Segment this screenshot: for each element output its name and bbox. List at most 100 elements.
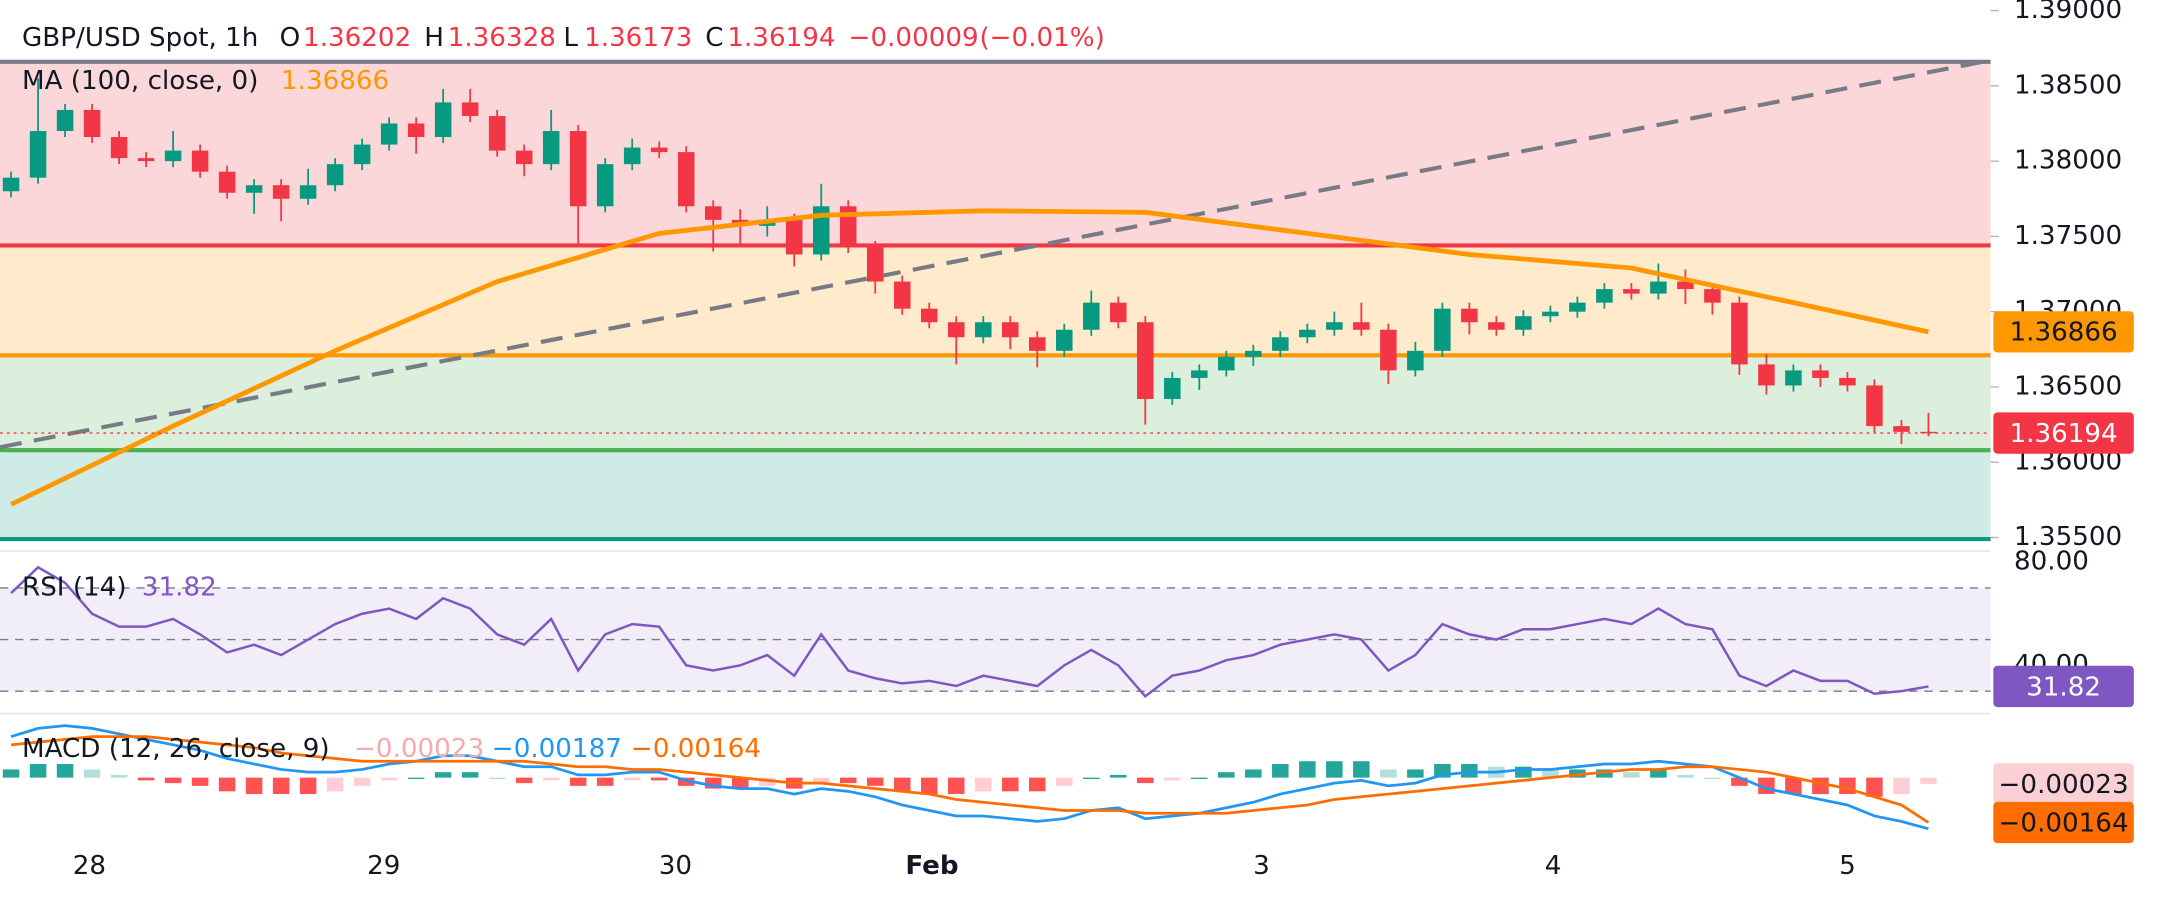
ma-line [10, 208, 1929, 507]
macd-histogram-bar [1677, 774, 1694, 778]
macd-histogram-bar [353, 777, 371, 786]
zone [0, 355, 1991, 451]
candle-body [650, 147, 668, 153]
candle-body [2, 177, 20, 192]
candle-body [1515, 316, 1532, 330]
candle-body [569, 131, 587, 207]
candle-body [1218, 356, 1235, 371]
macd-histogram-bar [164, 777, 182, 784]
candle-body [1704, 289, 1721, 303]
candle-body [1110, 302, 1127, 323]
macd-histogram-bar [29, 763, 47, 778]
candle-body [326, 164, 344, 186]
macd-histogram-bar [1407, 769, 1424, 778]
x-tick-label: 29 [367, 851, 400, 881]
macd-histogram-bar [434, 772, 452, 778]
candle-body [596, 164, 614, 207]
macd-line [10, 724, 1929, 831]
y-tick-label: 80.00 [2014, 547, 2089, 577]
axes: 1.355001.360001.365001.370001.375001.380… [73, 0, 2134, 881]
signal-value: −0.00164 [631, 734, 761, 764]
macd-histogram-bar [1893, 777, 1910, 795]
ohlc-value: 1.36202 [303, 23, 411, 53]
macd-histogram-bar [1002, 777, 1019, 792]
macd-histogram-bar [731, 777, 749, 789]
candle-body [1191, 370, 1208, 378]
ma-value: 1.36866 [281, 66, 389, 96]
candle-body [245, 185, 263, 193]
macd-legend: MACD (12, 26, close, 9) [22, 734, 330, 764]
candle-body [1785, 370, 1802, 386]
y-tick-label: 1.38500 [2014, 70, 2122, 100]
macd-histogram-bar [1380, 769, 1397, 778]
candle-body [488, 115, 506, 151]
macd-histogram-bar [542, 777, 560, 781]
ma-legend: MA (100, close, 0) [22, 66, 258, 96]
candle-body [272, 185, 290, 199]
candle-body [947, 322, 965, 338]
candle-body [1002, 322, 1019, 338]
change: −0.00009 [849, 23, 979, 53]
macd-histogram-bar [1650, 769, 1667, 778]
macd-histogram-bar [1164, 777, 1181, 781]
macd-histogram-bar [137, 777, 155, 781]
chart-title: GBP/USD Spot, 1h [22, 23, 258, 53]
ohlc-label: C [705, 23, 723, 53]
ma-badge-label: 1.36866 [2009, 318, 2117, 348]
candle-body [1434, 308, 1451, 351]
candle-body [920, 308, 938, 323]
ma-badge [1993, 311, 2134, 353]
candle-body [1677, 281, 1694, 290]
candle-body [1812, 370, 1829, 378]
candle-body [1893, 426, 1910, 432]
macd-histogram-bar [650, 777, 668, 781]
candle-body [623, 147, 641, 165]
candle-body [1326, 322, 1343, 330]
macd-histogram-bar [1083, 777, 1100, 780]
legend: GBP/USD Spot, 1h O 1.36202 H 1.36328 L 1… [22, 23, 1105, 764]
zones [0, 59, 1991, 692]
candle-body [1839, 377, 1856, 386]
ohlc-value: 1.36173 [584, 23, 692, 53]
macd-hist-value: −0.00023 [354, 734, 484, 764]
macd-histogram-bar [1326, 761, 1343, 778]
candle-body [1164, 377, 1181, 400]
candle-body [164, 150, 182, 162]
macd-histogram-bar [1920, 777, 1937, 784]
candle-body [542, 131, 560, 165]
macd-histogram-bar [1110, 774, 1127, 778]
candle-body [380, 123, 398, 145]
x-tick-label: 28 [73, 851, 106, 881]
macd-hist-badge-label: −0.00023 [1999, 770, 2129, 800]
ohlc-label: O [280, 23, 301, 53]
price-badge-label: 1.36194 [2009, 419, 2117, 449]
zone [0, 450, 1991, 540]
macd-histogram-bar [1623, 772, 1640, 778]
macd-histogram-bar [569, 777, 587, 786]
macd-histogram-bar [1191, 777, 1208, 780]
y-tick-label: 1.38000 [2014, 146, 2122, 176]
macd-histogram-bar [623, 777, 641, 781]
macd-histogram-bar [1029, 777, 1046, 792]
zone [0, 245, 1991, 356]
macd-histogram-bar [839, 777, 857, 784]
macd-histogram-bar [380, 777, 398, 781]
candle-body [1272, 337, 1289, 351]
macd-histogram-bar [1272, 763, 1289, 778]
zone [0, 61, 1991, 246]
x-tick-label: 4 [1545, 851, 1562, 881]
ohlc-value: 1.36328 [448, 23, 556, 53]
candle-body [785, 219, 803, 255]
candle-body [1137, 322, 1154, 400]
ohlc-label: H [424, 23, 444, 53]
x-tick-label: Feb [905, 851, 958, 881]
macd-histogram-bar [1353, 761, 1370, 778]
rsi-line [10, 565, 1929, 699]
macd-histogram-bar [461, 772, 479, 778]
macd-histogram-bar [56, 763, 74, 778]
macd-histogram-bar [1515, 766, 1532, 778]
macd-histogram-bar [1812, 777, 1829, 795]
macd-histogram-bar [272, 777, 290, 795]
candle-body [434, 102, 452, 138]
candle-body [974, 322, 992, 338]
